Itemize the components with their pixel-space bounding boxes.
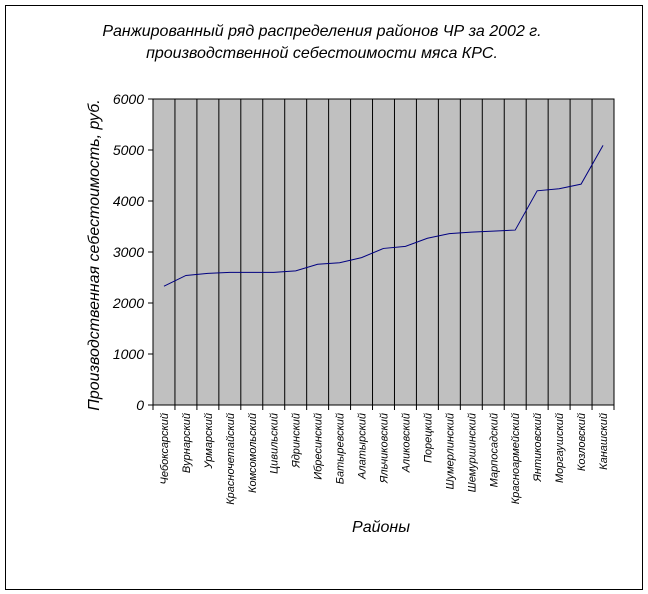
x-tick-label: Ибресинский: [313, 413, 325, 480]
plot-area: [152, 98, 615, 406]
x-tick-label: Канашский: [598, 413, 610, 470]
x-tick-label: Красночетайский: [225, 413, 237, 505]
y-tick-label: 2000: [112, 295, 144, 311]
x-tick-label: Алатырский: [357, 413, 369, 480]
x-tick-label: Шемуршинский: [466, 413, 478, 492]
y-tick-label: 0: [136, 397, 144, 413]
y-axis-label: Производственная себестоимость, руб.: [86, 99, 103, 410]
x-tick-label: Красноармейский: [510, 413, 522, 504]
x-tick-label: Яльчиковский: [379, 413, 391, 484]
x-tick-label: Аликовский: [400, 413, 412, 473]
x-tick-label: Шумерлинский: [444, 413, 456, 489]
x-tick-label: Цивильский: [269, 413, 281, 474]
x-tick-label: Урмарский: [203, 413, 215, 470]
y-tick-label: 5000: [113, 142, 144, 158]
chart-title: Ранжированный ряд распределения районов …: [102, 23, 541, 40]
x-tick-label: Марпосадский: [488, 413, 500, 487]
x-tick-label: Батыревский: [335, 413, 347, 484]
chart-title: производственной себестоимости мяса КРС.: [146, 45, 498, 62]
y-tick-label: 6000: [113, 91, 144, 107]
x-tick-label: Янтиковский: [532, 413, 544, 483]
x-tick-label: Козловский: [576, 413, 588, 471]
x-axis-label: Районы: [352, 519, 410, 536]
y-tick-label: 4000: [113, 193, 144, 209]
x-tick-label: Ядринский: [291, 413, 303, 469]
x-tick-label: Чебоксарский: [159, 413, 171, 485]
x-tick-label: Вурнарский: [181, 413, 193, 473]
x-tick-label: Порецкий: [422, 413, 434, 463]
x-tick-label: Комсомольский: [247, 413, 259, 493]
x-tick-label: Моргаушский: [554, 413, 566, 483]
y-tick-label: 3000: [113, 244, 144, 260]
y-tick-label: 1000: [113, 346, 144, 362]
